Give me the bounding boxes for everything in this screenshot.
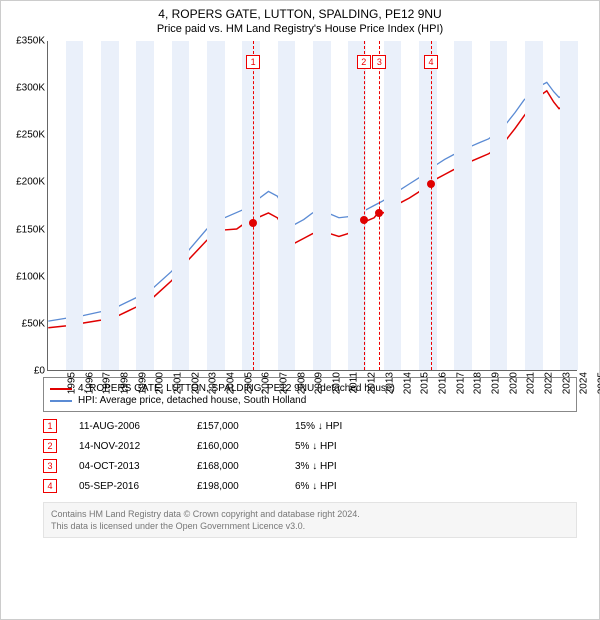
y-axis-label: £0 — [34, 366, 48, 377]
plot: £0£50K£100K£150K£200K£250K£300K£350K1995… — [47, 41, 577, 371]
chart-area: £0£50K£100K£150K£200K£250K£300K£350K1995… — [47, 41, 589, 371]
legend-swatch-hpi — [50, 400, 72, 402]
row-marker: 3 — [43, 459, 57, 473]
row-flag: 6% ↓ HPI — [295, 481, 385, 492]
y-axis-label: £300K — [16, 83, 48, 94]
y-axis-label: £50K — [22, 318, 48, 329]
row-flag: 3% ↓ HPI — [295, 461, 385, 472]
year-shade — [172, 41, 190, 370]
x-axis-label: 1995 — [66, 372, 77, 394]
x-axis-label: 2018 — [473, 372, 484, 394]
year-shade — [207, 41, 225, 370]
x-axis-label: 2002 — [190, 372, 201, 394]
x-axis-label: 2010 — [331, 372, 342, 394]
year-shade — [101, 41, 119, 370]
legend-row-hpi: HPI: Average price, detached house, Sout… — [50, 395, 570, 406]
year-shade — [313, 41, 331, 370]
year-shade — [242, 41, 260, 370]
row-date: 04-OCT-2013 — [79, 461, 175, 472]
x-axis-label: 2016 — [437, 372, 448, 394]
x-axis-label: 2003 — [208, 372, 219, 394]
year-shade — [278, 41, 296, 370]
x-axis-label: 2000 — [155, 372, 166, 394]
footer-line1: Contains HM Land Registry data © Crown c… — [51, 508, 569, 520]
y-axis-label: £200K — [16, 177, 48, 188]
row-marker: 4 — [43, 479, 57, 493]
x-axis-label: 2020 — [508, 372, 519, 394]
year-shade — [136, 41, 154, 370]
transaction-line — [431, 41, 432, 370]
transaction-marker: 3 — [372, 55, 386, 69]
transaction-marker: 4 — [424, 55, 438, 69]
x-axis-label: 2015 — [420, 372, 431, 394]
x-axis-label: 2004 — [225, 372, 236, 394]
footer: Contains HM Land Registry data © Crown c… — [43, 502, 577, 538]
x-axis-label: 2021 — [526, 372, 537, 394]
x-axis-label: 2025 — [596, 372, 600, 394]
year-shade — [525, 41, 543, 370]
transaction-table: 1 11-AUG-2006 £157,000 15% ↓ HPI 2 14-NOV-201… — [43, 416, 577, 496]
row-flag: 5% ↓ HPI — [295, 441, 385, 452]
x-axis-label: 2011 — [348, 372, 359, 394]
row-date: 11-AUG-2006 — [79, 421, 175, 432]
row-date: 14-NOV-2012 — [79, 441, 175, 452]
transaction-line — [364, 41, 365, 370]
row-marker: 2 — [43, 439, 57, 453]
chart-container: 4, ROPERS GATE, LUTTON, SPALDING, PE12 9… — [0, 0, 600, 620]
x-axis-label: 1996 — [84, 372, 95, 394]
y-axis-label: £250K — [16, 130, 48, 141]
table-row: 1 11-AUG-2006 £157,000 15% ↓ HPI — [43, 416, 577, 436]
year-shade — [419, 41, 437, 370]
y-axis-label: £100K — [16, 271, 48, 282]
transaction-point — [427, 180, 435, 188]
row-price: £160,000 — [197, 441, 273, 452]
legend-label-hpi: HPI: Average price, detached house, Sout… — [78, 395, 306, 406]
table-row: 3 04-OCT-2013 £168,000 3% ↓ HPI — [43, 456, 577, 476]
chart-title: 4, ROPERS GATE, LUTTON, SPALDING, PE12 9… — [1, 1, 599, 23]
transaction-point — [360, 216, 368, 224]
table-row: 4 05-SEP-2016 £198,000 6% ↓ HPI — [43, 476, 577, 496]
year-shade — [454, 41, 472, 370]
transaction-point — [375, 209, 383, 217]
row-price: £198,000 — [197, 481, 273, 492]
x-axis-label: 2007 — [278, 372, 289, 394]
x-axis-label: 2019 — [490, 372, 501, 394]
year-shade — [66, 41, 84, 370]
transaction-line — [379, 41, 380, 370]
x-axis-label: 1999 — [137, 372, 148, 394]
y-axis-label: £350K — [16, 36, 48, 47]
row-price: £157,000 — [197, 421, 273, 432]
footer-line2: This data is licensed under the Open Gov… — [51, 520, 569, 532]
x-axis-label: 2001 — [172, 372, 183, 394]
row-marker: 1 — [43, 419, 57, 433]
x-axis-label: 1998 — [119, 372, 130, 394]
x-axis-label: 2013 — [384, 372, 395, 394]
x-axis-label: 2024 — [579, 372, 590, 394]
x-axis-label: 2022 — [543, 372, 554, 394]
year-shade — [384, 41, 402, 370]
x-axis-label: 2014 — [402, 372, 413, 394]
year-shade — [490, 41, 508, 370]
x-axis-label: 2009 — [314, 372, 325, 394]
transaction-marker: 1 — [246, 55, 260, 69]
row-flag: 15% ↓ HPI — [295, 421, 385, 432]
year-shade — [560, 41, 578, 370]
x-axis-label: 2006 — [261, 372, 272, 394]
chart-subtitle: Price paid vs. HM Land Registry's House … — [1, 23, 599, 41]
x-axis-label: 2005 — [243, 372, 254, 394]
table-row: 2 14-NOV-2012 £160,000 5% ↓ HPI — [43, 436, 577, 456]
x-axis-label: 2012 — [367, 372, 378, 394]
x-axis-label: 2017 — [455, 372, 466, 394]
transaction-marker: 2 — [357, 55, 371, 69]
x-axis-label: 2008 — [296, 372, 307, 394]
y-axis-label: £150K — [16, 224, 48, 235]
row-price: £168,000 — [197, 461, 273, 472]
transaction-line — [253, 41, 254, 370]
x-axis-label: 2023 — [561, 372, 572, 394]
x-axis-label: 1997 — [102, 372, 113, 394]
transaction-point — [249, 219, 257, 227]
row-date: 05-SEP-2016 — [79, 481, 175, 492]
